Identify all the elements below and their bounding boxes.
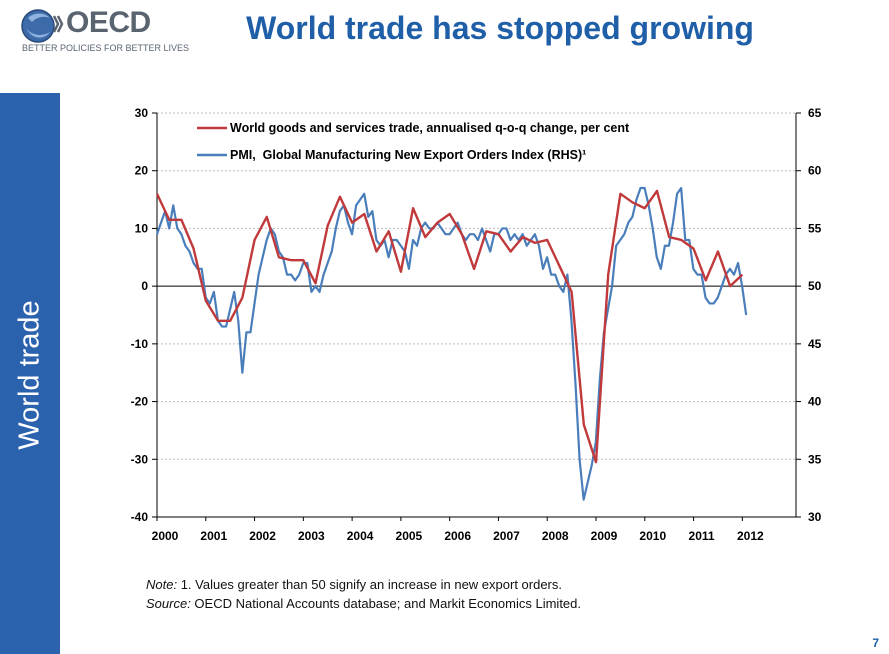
footnote-source: Source: OECD National Accounts database;…: [146, 594, 581, 613]
x-tick-label: 2000: [152, 529, 179, 543]
x-tick-label: 2011: [689, 529, 715, 543]
y-right-tick-label: 65: [808, 106, 822, 120]
y-right-tick-label: 35: [808, 452, 822, 466]
x-tick-label: 2003: [298, 529, 325, 543]
legend-label-pmi: PMI, Global Manufacturing New Export Ord…: [230, 148, 586, 162]
y-left-tick-label: 10: [135, 221, 149, 235]
y-left-tick-label: -40: [131, 510, 149, 524]
note-text: 1. Values greater than 50 signify an inc…: [177, 577, 562, 592]
x-tick-label: 2008: [542, 529, 569, 543]
y-right-tick-label: 55: [808, 221, 822, 235]
y-left-tick-label: -20: [131, 395, 149, 409]
page-number: 7: [872, 636, 879, 650]
x-tick-label: 2009: [591, 529, 618, 543]
y-left-tick-label: 30: [135, 106, 149, 120]
x-tick-label: 2012: [737, 529, 764, 543]
y-right-tick-label: 30: [808, 510, 822, 524]
x-tick-label: 2005: [396, 529, 423, 543]
footnote: Note: 1. Values greater than 50 signify …: [146, 575, 581, 613]
y-left-tick-label: 0: [141, 279, 148, 293]
x-tick-label: 2007: [493, 529, 520, 543]
logo-wordmark: OECD: [66, 6, 151, 39]
y-left-tick-label: -30: [131, 452, 149, 466]
y-right-tick-label: 60: [808, 164, 822, 178]
source-label: Source:: [146, 596, 191, 611]
y-right-tick-label: 45: [808, 337, 822, 351]
y-left-tick-label: 20: [135, 164, 149, 178]
oecd-logo: OECD BETTER POLICIES FOR BETTER LIVES: [20, 6, 195, 54]
x-tick-label: 2001: [200, 529, 227, 543]
x-tick-label: 2002: [249, 529, 276, 543]
y-left-tick-label: -10: [131, 337, 149, 351]
source-text: OECD National Accounts database; and Mar…: [190, 596, 581, 611]
slide-title: World trade has stopped growing: [246, 10, 754, 46]
x-tick-label: 2010: [639, 529, 666, 543]
logo-tagline: BETTER POLICIES FOR BETTER LIVES: [22, 43, 190, 53]
x-tick-label: 2006: [444, 529, 471, 543]
footnote-note: Note: 1. Values greater than 50 signify …: [146, 575, 581, 594]
y-right-tick-label: 40: [808, 395, 822, 409]
legend-label-trade: World goods and services trade, annualis…: [230, 121, 630, 135]
note-label: Note:: [146, 577, 178, 592]
globe-icon: [21, 9, 64, 43]
y-right-tick-label: 50: [808, 279, 822, 293]
x-tick-label: 2004: [347, 529, 374, 543]
side-band: [0, 93, 60, 654]
series-line-trade: [155, 189, 744, 464]
